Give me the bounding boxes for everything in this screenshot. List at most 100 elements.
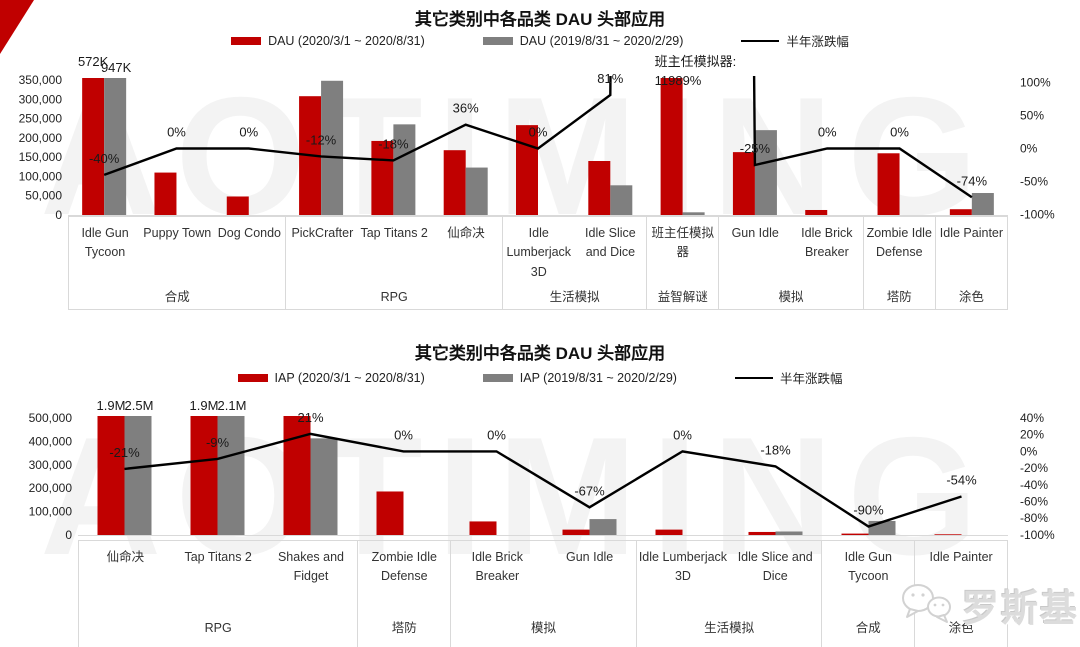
trend-point-label: -74%: [957, 173, 988, 188]
legend-label: IAP (2020/3/1 ~ 2020/8/31): [274, 370, 425, 385]
trend-point-label: 0%: [239, 125, 258, 140]
trend-point-label: 21%: [297, 410, 323, 425]
left-axis-tick-label: 100,000: [19, 169, 63, 183]
category-group-cell: 班主任模拟器 益智解谜: [646, 217, 718, 309]
bar-current: [154, 172, 177, 215]
category-name-cell: Zombie Idle Defense: [866, 226, 932, 260]
left-axis-tick-label: 0: [55, 208, 62, 222]
bar-previous: [682, 212, 705, 215]
bar-value-label-previous: 2.1M: [218, 398, 247, 413]
bar-value-label-previous: 947K: [101, 60, 132, 75]
chart1-legend: DAU (2020/3/1 ~ 2020/8/31) DAU (2019/8/3…: [0, 31, 1080, 50]
left-axis-tick-label: 400,000: [29, 434, 73, 448]
logo-text: 罗斯基: [962, 588, 1079, 629]
bar-value-label-current: 1.9M: [97, 398, 126, 413]
right-axis-tick-label: 20%: [1020, 428, 1044, 442]
current-series-swatch: [237, 373, 268, 382]
category-names-row: Gun Idle Idle Brick Breaker: [719, 217, 862, 285]
bar-previous: [754, 130, 777, 215]
category-name-cell: Idle Slice and Dice: [737, 550, 813, 584]
category-names-row: Zombie Idle Defense: [864, 217, 935, 285]
right-axis-tick-label: -100%: [1020, 528, 1055, 542]
group-label-cell: 涂色: [958, 290, 984, 304]
bar-value-label-current: 572K: [78, 54, 109, 69]
category-names-row: Idle Painter: [936, 217, 1007, 285]
trend-point-label: 0%: [890, 125, 909, 140]
category-name-cell: Idle Painter: [939, 226, 1004, 240]
right-axis-tick-label: -60%: [1020, 495, 1048, 509]
category-name-cell: 仙命决: [447, 226, 485, 240]
bar-previous: [310, 438, 338, 535]
left-axis-tick-label: 350,000: [19, 73, 63, 87]
bar-current: [655, 529, 683, 535]
left-axis-tick-label: 300,000: [19, 92, 63, 106]
category-name-cell: Idle Gun Tycoon: [844, 550, 892, 584]
trend-point-label: -18%: [378, 136, 409, 151]
category-name-cell: Idle Painter: [929, 550, 993, 564]
legend-label: 半年涨跌幅: [779, 372, 843, 386]
previous-series-swatch: [482, 373, 513, 382]
right-axis-tick-label: -80%: [1020, 511, 1048, 525]
bar-previous: [124, 416, 152, 535]
trend-line-swatch: [741, 39, 780, 42]
trend-point-label: 0%: [673, 427, 692, 442]
trend-point-label: -90%: [853, 503, 884, 518]
trend-point-label: -67%: [574, 483, 605, 498]
chart1-title: 其它类别中各品类 DAU 头部应用: [414, 10, 666, 29]
group-label-cell: 塔防: [391, 621, 417, 635]
category-names-row: Idle Brick Breaker Gun Idle: [451, 541, 636, 611]
category-names-row: PickCrafter Tap Titans 2 仙命决: [286, 217, 501, 285]
right-axis-tick-label: 0%: [1020, 142, 1038, 156]
legend-item-previous-period: IAP (2019/8/31 ~ 2020/2/29): [482, 370, 677, 385]
category-name-cell: Idle Slice and Dice: [585, 226, 636, 260]
current-series-swatch: [231, 36, 262, 45]
category-name-cell: Idle Lumberjack 3D: [506, 226, 572, 279]
left-axis-tick-label: 150,000: [19, 150, 63, 164]
trend-point-label: -54%: [946, 472, 977, 487]
bar-value-label-current: 1.9M: [190, 398, 219, 413]
trend-point-label: -12%: [306, 132, 337, 147]
bar-current: [443, 150, 466, 215]
right-axis-tick-label: -100%: [1020, 208, 1055, 222]
bar-previous: [775, 531, 803, 535]
right-axis-tick-label: -20%: [1020, 461, 1048, 475]
category-names-row: Idle Lumberjack 3D Idle Slice and Dice: [637, 541, 822, 611]
legend-item-trend: 半年涨跌幅: [741, 31, 849, 50]
chart1-category-table: Idle Gun Tycoon Puppy Town Dog Condo 合成 Pick…: [68, 216, 1008, 310]
category-group-cell: Idle Lumberjack 3D Idle Slice and Dice 生活模…: [635, 541, 822, 647]
trend-point-label: -40%: [89, 151, 120, 166]
category-name-cell: 班主任模拟器: [651, 226, 715, 260]
category-names-row: Idle Lumberjack 3D Idle Slice and Dice: [503, 217, 646, 285]
legend-item-current-period: DAU (2020/3/1 ~ 2020/8/31): [231, 34, 425, 48]
category-group-cell: Idle Painter 涂色: [934, 217, 1007, 309]
category-group-cell: Idle Gun Tycoon 合成: [821, 541, 914, 647]
group-label-cell: 生活模拟: [549, 290, 600, 304]
legend-label: 半年涨跌幅: [786, 35, 849, 49]
right-axis-tick-label: 50%: [1020, 109, 1044, 123]
left-axis-tick-label: 200,000: [29, 481, 73, 495]
left-axis-tick-label: 200,000: [19, 131, 63, 145]
category-name-cell: 仙命决: [106, 550, 145, 564]
category-group-cell: Idle Gun Tycoon Puppy Town Dog Condo 合成: [69, 217, 285, 309]
category-name-cell: Puppy Town: [143, 226, 212, 240]
category-group-cell: 仙命决 Tap Titans 2 Shakes and Fidget RPG: [79, 541, 357, 647]
bar-current: [97, 416, 125, 535]
legend-item-previous-period: DAU (2019/8/31 ~ 2020/2/29): [482, 34, 683, 48]
left-axis-tick-label: 0: [65, 528, 72, 542]
group-label-cell: 生活模拟: [704, 621, 755, 635]
bar-current: [732, 152, 755, 215]
category-name-cell: Tap Titans 2: [360, 226, 428, 240]
bar-previous: [393, 124, 416, 215]
left-axis-tick-label: 500,000: [29, 411, 73, 425]
annotation-text: 班主任模拟器:: [655, 54, 737, 69]
trend-point-label: -21%: [109, 445, 140, 460]
category-names-row: Idle Gun Tycoon Puppy Town Dog Condo: [69, 217, 285, 285]
bar-current: [469, 521, 497, 535]
category-name-cell: Gun Idle: [731, 226, 779, 240]
group-label-cell: 模拟: [530, 621, 556, 635]
legend-label: IAP (2019/8/31 ~ 2020/2/29): [519, 370, 677, 385]
bar-current: [562, 529, 590, 535]
category-name-cell: PickCrafter: [291, 226, 354, 240]
previous-series-swatch: [482, 36, 513, 45]
